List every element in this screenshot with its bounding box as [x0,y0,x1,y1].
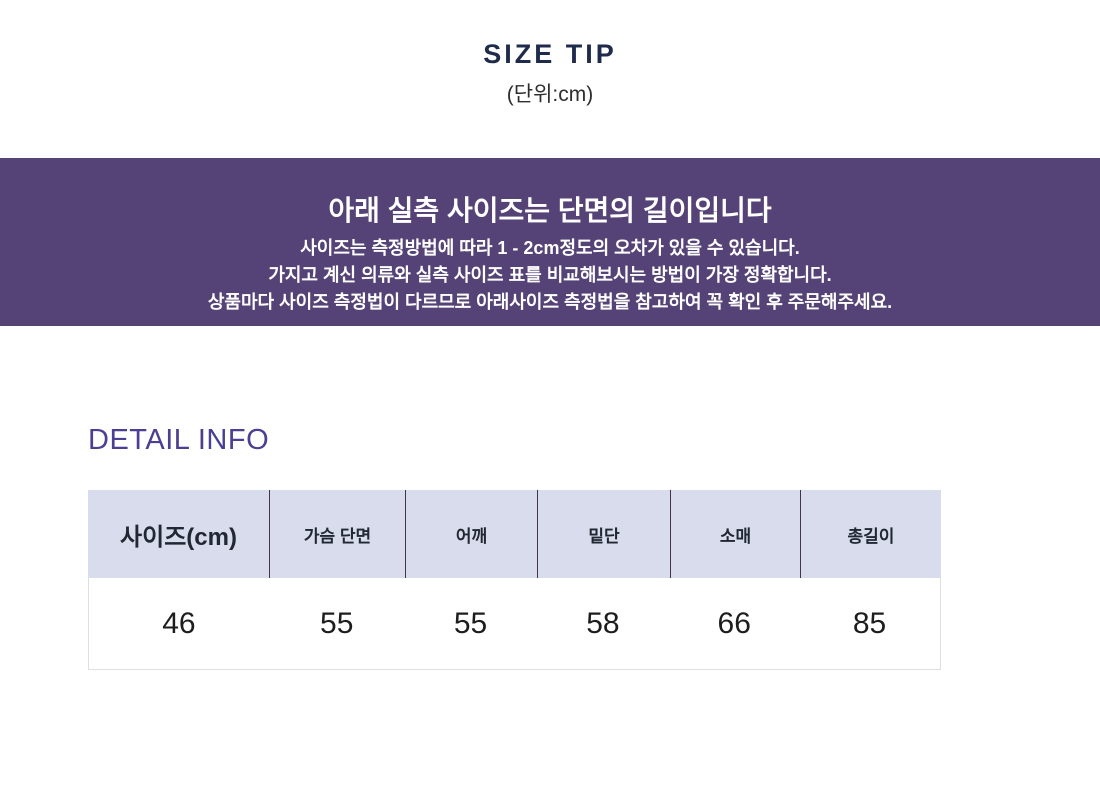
table-header-cell: 어깨 [405,490,537,578]
table-header-row: 사이즈(cm) 가슴 단면 어깨 밑단 소매 총길이 [88,490,941,578]
table-cell: 55 [453,606,488,640]
banner-line: 사이즈는 측정방법에 따라 1 - 2cm정도의 오차가 있을 수 있습니다. [300,238,800,258]
size-tip-header: SIZE TIP (단위:cm) [0,38,1100,108]
banner-line: 상품마다 사이즈 측정법이 다르므로 아래사이즈 측정법을 참고하여 꼭 확인 … [207,292,893,312]
table-cell: 46 [162,606,196,640]
table-cell: 58 [586,606,620,640]
notice-banner: 아래 실측 사이즈는 단면의 길이입니다 사이즈는 측정방법에 따라 1 - 2… [0,158,1100,326]
page-title: SIZE TIP [483,39,617,69]
detail-info-heading: DETAIL INFO [88,424,270,456]
table-cell: 66 [717,606,751,640]
table-header-cell: 가슴 단면 [269,490,405,578]
table-header-cell: 사이즈(cm) [120,523,237,551]
table-row: 46 55 55 58 66 85 [88,578,941,670]
table-cell: 85 [852,606,887,640]
table-header-cell: 밑단 [537,490,670,578]
size-table: 사이즈(cm) 가슴 단면 어깨 밑단 소매 총길이 46 55 55 58 6… [88,490,941,670]
banner-line: 가지고 계신 의류와 실측 사이즈 표를 비교해보시는 방법이 가장 정확합니다… [268,265,832,285]
table-header-cell: 총길이 [800,490,941,578]
table-header-cell: 소매 [670,490,800,578]
banner-headline: 아래 실측 사이즈는 단면의 길이입니다 [328,195,772,226]
table-cell: 55 [320,606,354,640]
unit-note: (단위:cm) [506,83,594,106]
